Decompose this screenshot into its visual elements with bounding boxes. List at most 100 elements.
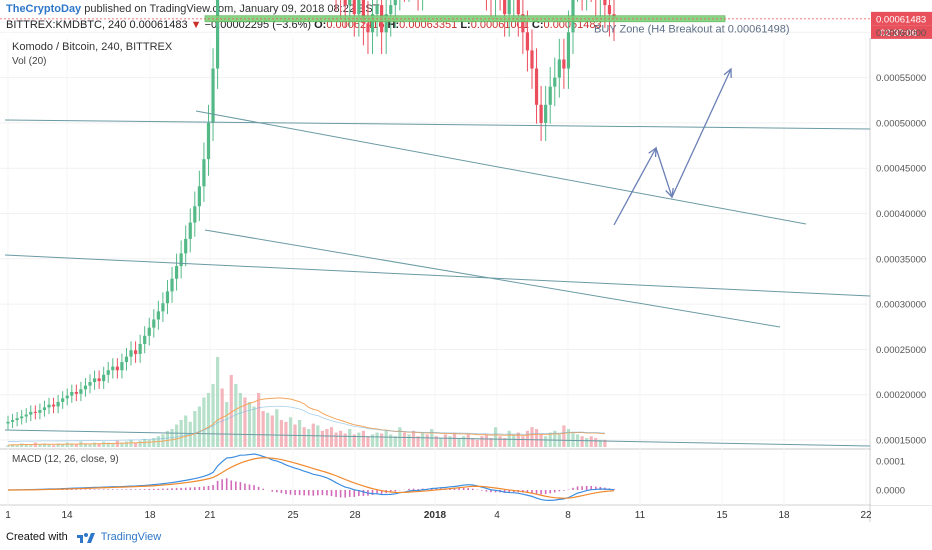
price-tick-label: 0.00015000 <box>876 436 926 447</box>
price-tick-label: 0.00030000 <box>876 300 926 311</box>
volume-bar <box>475 439 479 447</box>
volume-bar <box>580 436 584 447</box>
volume-bar <box>357 432 361 447</box>
volume-bar <box>88 444 92 447</box>
candle-body <box>10 420 15 422</box>
volume-bar <box>225 402 229 447</box>
volume-bar <box>493 427 498 447</box>
volume-bar <box>115 440 119 447</box>
candle-body <box>193 206 197 223</box>
candle-body <box>56 401 60 407</box>
candle-body <box>553 77 557 87</box>
candle-body <box>165 291 170 304</box>
candle-body <box>566 32 571 69</box>
volume-bar <box>553 430 557 447</box>
volume-bar <box>20 443 24 447</box>
volume-bar <box>247 402 252 447</box>
candle-body <box>152 319 156 328</box>
author-link[interactable]: TheCryptoDay <box>6 3 82 15</box>
footer: Created with TradingView <box>0 522 932 550</box>
arrowhead-icon <box>665 187 674 199</box>
volume-bar <box>24 444 28 447</box>
macd-line <box>7 453 615 501</box>
high-label: H: <box>387 19 400 31</box>
candle-body <box>352 0 356 15</box>
candle-body <box>389 5 393 15</box>
volume-bar <box>375 432 379 447</box>
candle-body <box>544 104 548 123</box>
last-price-flag <box>871 11 932 26</box>
candle-body <box>70 391 74 396</box>
macd-indicator-label[interactable]: MACD (12, 26, close, 9) <box>12 454 119 465</box>
volume-bar <box>56 443 60 447</box>
candle-body <box>111 366 115 371</box>
arrowhead-icon <box>723 67 732 79</box>
volume-bar <box>261 411 265 447</box>
volume-bar <box>270 415 274 447</box>
volume-bar <box>47 444 51 447</box>
candle-body <box>384 14 388 33</box>
tradingview-logo-icon <box>76 533 95 544</box>
volume-bar <box>243 397 247 447</box>
countdown-flag <box>871 25 932 39</box>
volume-bar <box>215 357 220 447</box>
volume-bar <box>361 430 365 447</box>
candle-body <box>343 0 347 6</box>
candle-body <box>184 238 188 254</box>
volume-bar <box>521 436 525 447</box>
price-tick-label: 0.00020000 <box>876 390 926 401</box>
volume-bar <box>484 434 489 447</box>
macd-signal-line <box>7 457 615 499</box>
volume-bar <box>120 442 124 447</box>
volume-bar <box>70 443 74 447</box>
volume-bar <box>566 429 571 447</box>
candle-body <box>124 356 129 363</box>
macd-tick-label: 0.0001 <box>876 457 905 468</box>
volume-bar <box>206 393 211 447</box>
volume-bar <box>83 443 88 447</box>
price-tick-label: 0.00045000 <box>876 164 926 175</box>
candle-body <box>88 382 92 386</box>
candle-body <box>15 418 19 421</box>
volume-bar <box>343 433 347 447</box>
candle-body <box>61 398 65 402</box>
candle-body <box>138 343 142 354</box>
candle-body <box>197 186 201 207</box>
candle-body <box>147 327 151 336</box>
price-tick-label: 0.00040000 <box>876 209 926 220</box>
volume-bar <box>544 436 548 447</box>
low-label: L: <box>460 19 471 31</box>
candle-body <box>603 0 607 6</box>
candle-body <box>170 278 174 292</box>
volume-bar <box>471 438 475 447</box>
volume-bar <box>106 442 110 447</box>
candle-body <box>106 370 110 375</box>
volume-bar <box>266 412 270 447</box>
candle-body <box>120 362 124 371</box>
time-tick-label: 2018 <box>424 510 447 521</box>
volume-bar <box>15 445 19 447</box>
volume-bar <box>298 420 302 447</box>
volume-bar <box>51 445 56 447</box>
price-tick-label: 0.00050000 <box>876 118 926 129</box>
candle-body <box>503 0 507 15</box>
candle-body <box>188 222 192 239</box>
volume-indicator-label[interactable]: Vol (20) <box>12 56 47 67</box>
candle-body <box>115 366 119 371</box>
volume-bar <box>320 430 324 447</box>
volume-bar <box>439 438 443 447</box>
volume-bar <box>238 393 242 447</box>
tradingview-link[interactable]: TradingView <box>100 531 162 543</box>
volume-bar <box>257 393 261 447</box>
chart-title: Komodo / Bitcoin, 240, BITTREX <box>12 41 173 53</box>
volume-bar <box>211 384 215 447</box>
volume-bar <box>489 438 493 447</box>
volume-bar <box>457 438 461 447</box>
volume-bar <box>252 406 256 447</box>
candle-body <box>202 159 206 187</box>
trend-line <box>4 429 871 447</box>
candle-body <box>539 104 543 123</box>
volume-bar <box>416 436 420 447</box>
candle-body <box>156 311 160 320</box>
